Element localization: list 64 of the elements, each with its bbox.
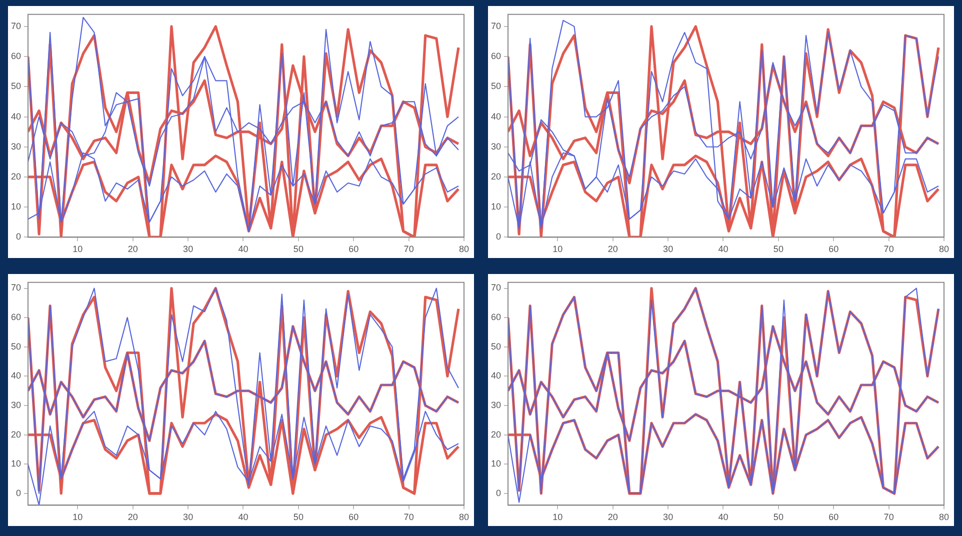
x-tick-label: 20 <box>128 244 138 254</box>
y-tick-label: 60 <box>10 51 22 62</box>
y-tick-label: 70 <box>10 20 22 31</box>
x-tick-label: 60 <box>828 244 839 254</box>
x-tick-label: 50 <box>293 512 304 522</box>
y-tick-label: 30 <box>10 400 22 410</box>
x-tick-label: 60 <box>828 512 839 522</box>
y-tick-label: 50 <box>10 81 22 92</box>
x-tick-label: 20 <box>608 244 618 254</box>
x-tick-label: 10 <box>72 512 83 522</box>
x-tick-label: 40 <box>238 512 248 522</box>
y-tick-label: 50 <box>10 341 22 352</box>
x-tick-label: 40 <box>718 512 728 522</box>
x-tick-label: 20 <box>128 512 138 522</box>
y-tick-label: 40 <box>490 370 502 381</box>
y-tick-label: 40 <box>10 111 22 122</box>
x-tick-label: 10 <box>72 244 83 254</box>
y-tick-label: 20 <box>490 429 502 440</box>
y-tick-label: 30 <box>490 141 502 152</box>
x-tick-label: 60 <box>348 244 359 254</box>
x-tick-label: 30 <box>663 512 674 522</box>
y-tick-label: 10 <box>490 202 502 212</box>
y-tick-label: 0 <box>496 232 502 242</box>
x-tick-label: 70 <box>884 244 894 254</box>
y-tick-label: 20 <box>10 429 22 440</box>
x-tick-label: 10 <box>552 512 563 522</box>
y-tick-label: 70 <box>10 282 22 293</box>
y-tick-label: 20 <box>10 171 22 182</box>
x-tick-label: 50 <box>773 244 784 254</box>
x-tick-label: 80 <box>458 244 470 254</box>
x-tick-label: 20 <box>608 512 618 522</box>
y-tick-label: 0 <box>16 232 22 242</box>
y-tick-label: 30 <box>10 141 22 152</box>
x-tick-label: 80 <box>938 512 950 522</box>
x-tick-label: 50 <box>293 244 304 254</box>
x-tick-label: 80 <box>458 512 470 522</box>
y-tick-label: 30 <box>490 400 502 410</box>
x-tick-label: 30 <box>183 244 194 254</box>
y-tick-label: 60 <box>10 312 22 322</box>
x-tick-label: 30 <box>663 244 674 254</box>
y-tick-label: 10 <box>490 458 502 469</box>
x-tick-label: 10 <box>552 244 563 254</box>
y-tick-label: 10 <box>10 458 22 469</box>
y-tick-label: 40 <box>490 111 502 122</box>
x-tick-label: 70 <box>404 512 414 522</box>
y-tick-label: 50 <box>490 81 502 92</box>
x-tick-label: 70 <box>404 244 414 254</box>
x-tick-label: 40 <box>718 244 728 254</box>
y-tick-label: 0 <box>496 488 502 498</box>
y-tick-label: 50 <box>490 341 502 352</box>
y-tick-label: 70 <box>490 282 502 293</box>
y-tick-label: 40 <box>10 370 22 381</box>
x-tick-label: 40 <box>238 244 248 254</box>
y-tick-label: 60 <box>490 51 502 62</box>
y-tick-label: 10 <box>10 202 22 212</box>
x-tick-label: 70 <box>884 512 894 522</box>
y-tick-label: 0 <box>16 488 22 498</box>
y-tick-label: 60 <box>490 312 502 322</box>
y-tick-label: 70 <box>490 20 502 31</box>
y-tick-label: 20 <box>490 171 502 182</box>
x-tick-label: 60 <box>348 512 359 522</box>
x-tick-label: 80 <box>938 244 950 254</box>
x-tick-label: 50 <box>773 512 784 522</box>
x-tick-label: 30 <box>183 512 194 522</box>
